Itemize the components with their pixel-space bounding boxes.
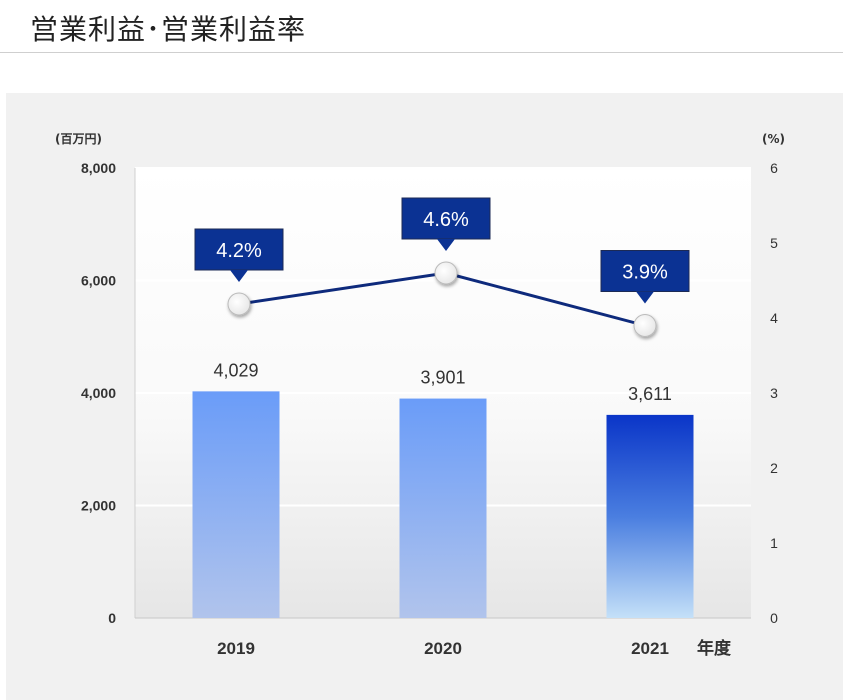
right-axis-unit: (%) <box>762 132 785 146</box>
left-tick-label: 4,000 <box>81 385 116 401</box>
left-tick-label: 6,000 <box>81 273 116 289</box>
category-label-2020: 2020 <box>424 639 462 658</box>
rate-callout-2019: 4.2% <box>194 228 284 282</box>
callout-pointer <box>230 270 248 282</box>
right-tick-label: 0 <box>770 610 778 626</box>
rate-marker-2019 <box>227 292 251 316</box>
category-label-2021: 2021 <box>631 639 669 658</box>
callout-pointer <box>437 239 455 251</box>
right-tick-label: 5 <box>770 235 778 251</box>
bar-value-labels: 4,029 3,901 3,611 <box>213 360 671 404</box>
bar-series <box>192 391 694 618</box>
rate-marker-2021 <box>633 314 657 337</box>
right-axis-ticks: 0 1 2 3 4 5 6 <box>770 160 778 626</box>
bar-2019 <box>192 391 280 618</box>
callout-label: 4.2% <box>216 240 262 262</box>
right-tick-label: 4 <box>770 310 778 326</box>
callout-label: 4.6% <box>423 209 469 231</box>
right-tick-label: 2 <box>770 460 778 476</box>
left-tick-label: 0 <box>108 610 116 626</box>
callout-pointer <box>636 291 654 304</box>
callout-box <box>401 197 491 240</box>
title-divider <box>0 52 843 53</box>
rate-callouts: 4.2% 4.6% 3.9% <box>194 197 690 304</box>
bar-value-label-2020: 3,901 <box>420 368 465 388</box>
callout-box <box>600 250 690 292</box>
rate-marker-2020 <box>434 261 458 285</box>
callout-box <box>194 228 284 271</box>
line-series <box>227 261 657 337</box>
rate-callout-2020: 4.6% <box>401 197 491 251</box>
left-axis-ticks: 0 2,000 4,000 6,000 8,000 <box>81 160 116 626</box>
bar-value-label-2019: 4,029 <box>213 360 258 380</box>
category-labels: 2019 2020 2021 <box>217 639 669 658</box>
callout-label: 3.9% <box>622 262 668 284</box>
bar-2021 <box>606 414 694 618</box>
category-label-2019: 2019 <box>217 639 255 658</box>
bar-2020 <box>399 398 487 618</box>
right-tick-label: 6 <box>770 160 778 176</box>
x-axis-title: 年度 <box>697 638 732 658</box>
right-tick-label: 1 <box>770 535 778 551</box>
left-tick-label: 2,000 <box>81 498 116 514</box>
rate-callout-2021: 3.9% <box>600 250 690 304</box>
left-axis-unit: (百万円) <box>55 132 102 146</box>
bar-value-label-2021: 3,611 <box>628 384 672 404</box>
page-title: 営業利益･営業利益率 <box>30 13 307 46</box>
right-tick-label: 3 <box>770 385 778 401</box>
left-tick-label: 8,000 <box>81 160 116 176</box>
